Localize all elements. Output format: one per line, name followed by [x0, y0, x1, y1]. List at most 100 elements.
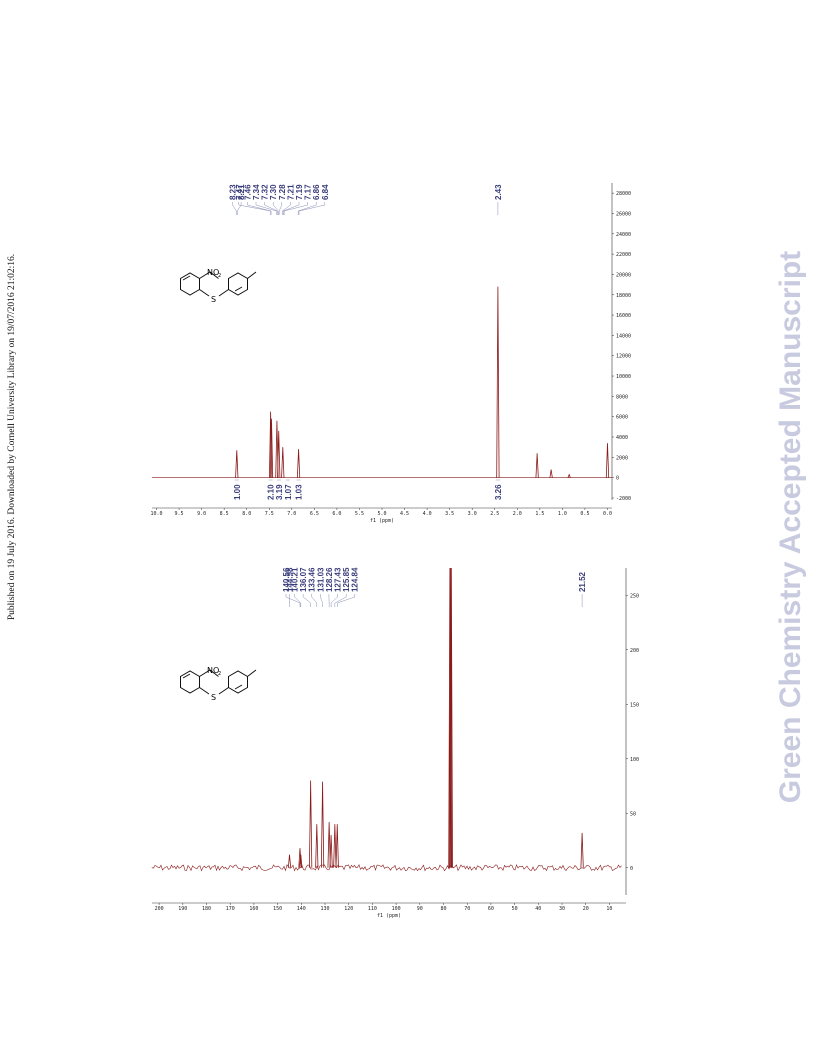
peak [281, 447, 285, 478]
peak-label: 125.85 [342, 567, 351, 592]
peak-label: 7.21 [286, 184, 295, 200]
x-tick-label: 170 [226, 906, 235, 912]
peak [335, 824, 339, 868]
x-tick-label: 8.0 [242, 511, 251, 517]
x-tick-label: 6.0 [332, 511, 341, 517]
molecule-label: NO [207, 268, 219, 277]
peak-label: 8.23 [228, 184, 237, 200]
x-tick-label: 2.5 [490, 511, 499, 517]
peak-label-leader [255, 202, 277, 215]
y-tick-label: 18000 [616, 293, 631, 299]
x-tick-label: 7.5 [265, 511, 274, 517]
y-tick-label: 12000 [616, 354, 631, 360]
integral-label: 3.26 [494, 484, 503, 500]
x-tick-label: 0.0 [603, 511, 612, 517]
x-tick-label: 40 [535, 906, 541, 912]
peak-label-leader [238, 202, 271, 215]
peak-label-leader [336, 594, 355, 607]
peak-label-leader [283, 202, 308, 215]
peak-label: 131.03 [316, 567, 325, 592]
x-tick-label: 0.5 [580, 511, 589, 517]
x-tick-label: 60 [488, 906, 494, 912]
integral-label: 1.03 [295, 484, 304, 500]
peak [580, 832, 584, 868]
ring-bonds [182, 669, 257, 695]
peak-label-leader [278, 202, 283, 215]
x-tick-label: 10.0 [150, 511, 162, 517]
peak [277, 430, 281, 478]
peak-label: 7.47 [235, 184, 244, 200]
peak [299, 854, 303, 868]
integral-label: 1.00 [233, 484, 242, 500]
molecule: NO2 S [180, 666, 257, 702]
x-tick-label: 7.0 [287, 511, 296, 517]
integral-label: 1.07 [284, 484, 293, 500]
peak-label: 140.56 [282, 567, 291, 592]
peak [315, 824, 319, 868]
peak-label-leader [232, 202, 237, 215]
x-tick-label: 190 [178, 906, 187, 912]
peak-label: 8.21 [237, 184, 246, 200]
peak-label: 6.86 [312, 184, 321, 200]
y-tick-label: 2000 [616, 455, 628, 461]
y-tick-label: 22000 [616, 252, 631, 258]
peak [269, 411, 273, 478]
x-tick-label: 5.5 [355, 511, 364, 517]
peak [449, 567, 453, 868]
peak-label: 7.19 [295, 184, 304, 200]
x-tick-label: 6.5 [310, 511, 319, 517]
peak [535, 453, 539, 478]
y-tick-label: 0 [630, 866, 633, 872]
y-tick-label: 20000 [616, 272, 631, 278]
peak [496, 286, 500, 478]
x-tick-label: 4.5 [400, 511, 409, 517]
integral-label: 2.10 [267, 484, 276, 500]
peak-label-leader [247, 202, 272, 215]
molecule-label: S [211, 693, 216, 702]
y-tick-label: -2000 [616, 496, 631, 502]
x-tick-label: 150 [273, 906, 282, 912]
x-tick-label: 70 [464, 906, 470, 912]
y-tick-label: 28000 [616, 191, 631, 197]
peak [320, 781, 325, 868]
peak-label-leader [302, 594, 311, 607]
x-tick-label: 140 [297, 906, 306, 912]
x-tick-label: 30 [559, 906, 565, 912]
peak-label: 128.26 [325, 567, 334, 592]
x-tick-label: 90 [417, 906, 423, 912]
peak [235, 450, 239, 478]
side-note: Published on 19 July 2016. Downloaded by… [7, 254, 17, 620]
x-tick-label: 120 [344, 906, 353, 912]
x-tick-label: 3.5 [445, 511, 454, 517]
peak [449, 567, 453, 868]
peak-label-leader [334, 594, 347, 607]
molecule-label: NO [207, 666, 219, 675]
peak [309, 780, 313, 868]
ring-bonds [182, 271, 257, 297]
y-tick-label: 0 [616, 476, 619, 482]
peak-label: 144.98 [286, 567, 295, 592]
peak [296, 449, 301, 478]
peak-label: 7.46 [243, 184, 252, 200]
x-axis-label: f1 (ppm) [370, 518, 394, 524]
x-tick-label: 2.0 [513, 511, 522, 517]
peak-label-leader [236, 202, 242, 215]
peak-label-leader [330, 594, 338, 607]
y-tick-label: 100 [630, 757, 639, 763]
peak-label-leader [272, 202, 279, 215]
x-tick-label: 180 [202, 906, 211, 912]
x-tick-label: 9.5 [175, 511, 184, 517]
peak-label: 7.32 [261, 184, 270, 200]
peak-label: 136.07 [299, 567, 308, 592]
x-tick-label: 50 [512, 906, 518, 912]
peak-label-leader [282, 202, 291, 215]
peak-label: 2.43 [494, 184, 503, 200]
x-tick-label: 100 [392, 906, 401, 912]
x-tick-label: 110 [368, 906, 377, 912]
y-tick-label: 250 [630, 593, 639, 599]
peak [329, 835, 333, 868]
integral-label: 3.19 [275, 484, 284, 500]
molecule-label: S [211, 295, 216, 304]
molecule-label: 2 [218, 273, 221, 279]
